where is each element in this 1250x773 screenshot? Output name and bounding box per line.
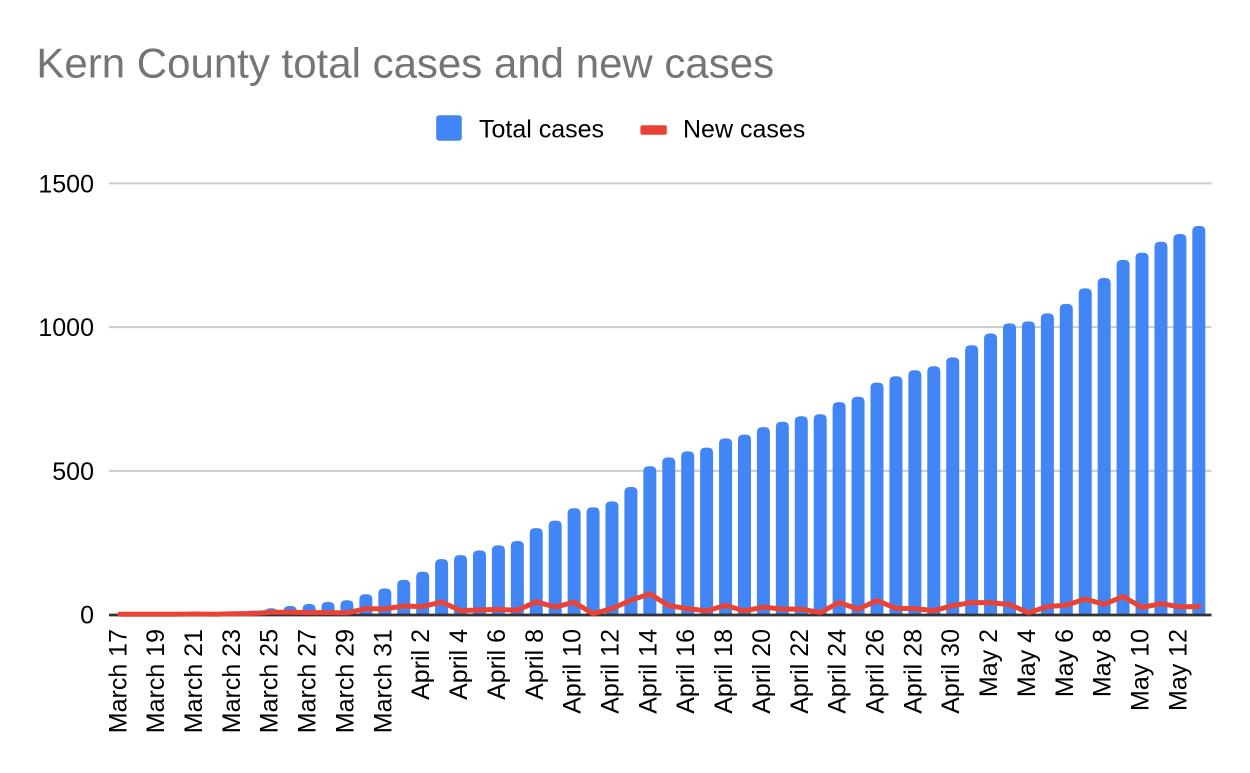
svg-text:Total cases: Total cases (479, 116, 604, 144)
svg-text:May 4: May 4 (1013, 629, 1041, 697)
svg-text:Kern County total cases and ne: Kern County total cases and new cases (36, 39, 774, 86)
svg-text:0: 0 (80, 602, 94, 630)
svg-text:March 27: March 27 (294, 629, 322, 733)
svg-text:May 8: May 8 (1089, 629, 1117, 697)
svg-text:April 2: April 2 (407, 629, 435, 700)
svg-text:April 14: April 14 (634, 629, 662, 714)
svg-text:March 29: March 29 (332, 629, 360, 733)
svg-text:New cases: New cases (683, 116, 805, 144)
svg-text:May 2: May 2 (975, 629, 1003, 697)
svg-text:April 10: April 10 (559, 629, 587, 714)
svg-text:April 30: April 30 (937, 629, 965, 714)
svg-text:April 18: April 18 (710, 629, 738, 714)
svg-text:March 19: March 19 (142, 629, 170, 733)
svg-text:1500: 1500 (38, 170, 94, 198)
svg-text:March 23: March 23 (218, 629, 246, 733)
svg-text:April 16: April 16 (672, 629, 700, 714)
svg-text:April 8: April 8 (521, 629, 549, 700)
svg-text:March 25: March 25 (256, 629, 284, 733)
svg-text:April 24: April 24 (824, 629, 852, 714)
svg-text:April 26: April 26 (862, 629, 890, 714)
svg-text:March 31: March 31 (369, 629, 397, 733)
svg-text:April 4: April 4 (445, 629, 473, 700)
svg-text:March 21: March 21 (180, 629, 208, 733)
svg-text:April 22: April 22 (786, 629, 814, 714)
svg-text:March 17: March 17 (104, 629, 132, 733)
svg-text:April 12: April 12 (597, 629, 625, 714)
svg-text:May 12: May 12 (1164, 629, 1192, 711)
svg-text:May 6: May 6 (1051, 629, 1079, 697)
svg-text:1000: 1000 (38, 314, 94, 342)
svg-text:April 28: April 28 (899, 629, 927, 714)
svg-text:April 6: April 6 (483, 629, 511, 700)
svg-text:May 10: May 10 (1127, 629, 1155, 711)
svg-text:April 20: April 20 (748, 629, 776, 714)
svg-text:500: 500 (52, 458, 94, 486)
